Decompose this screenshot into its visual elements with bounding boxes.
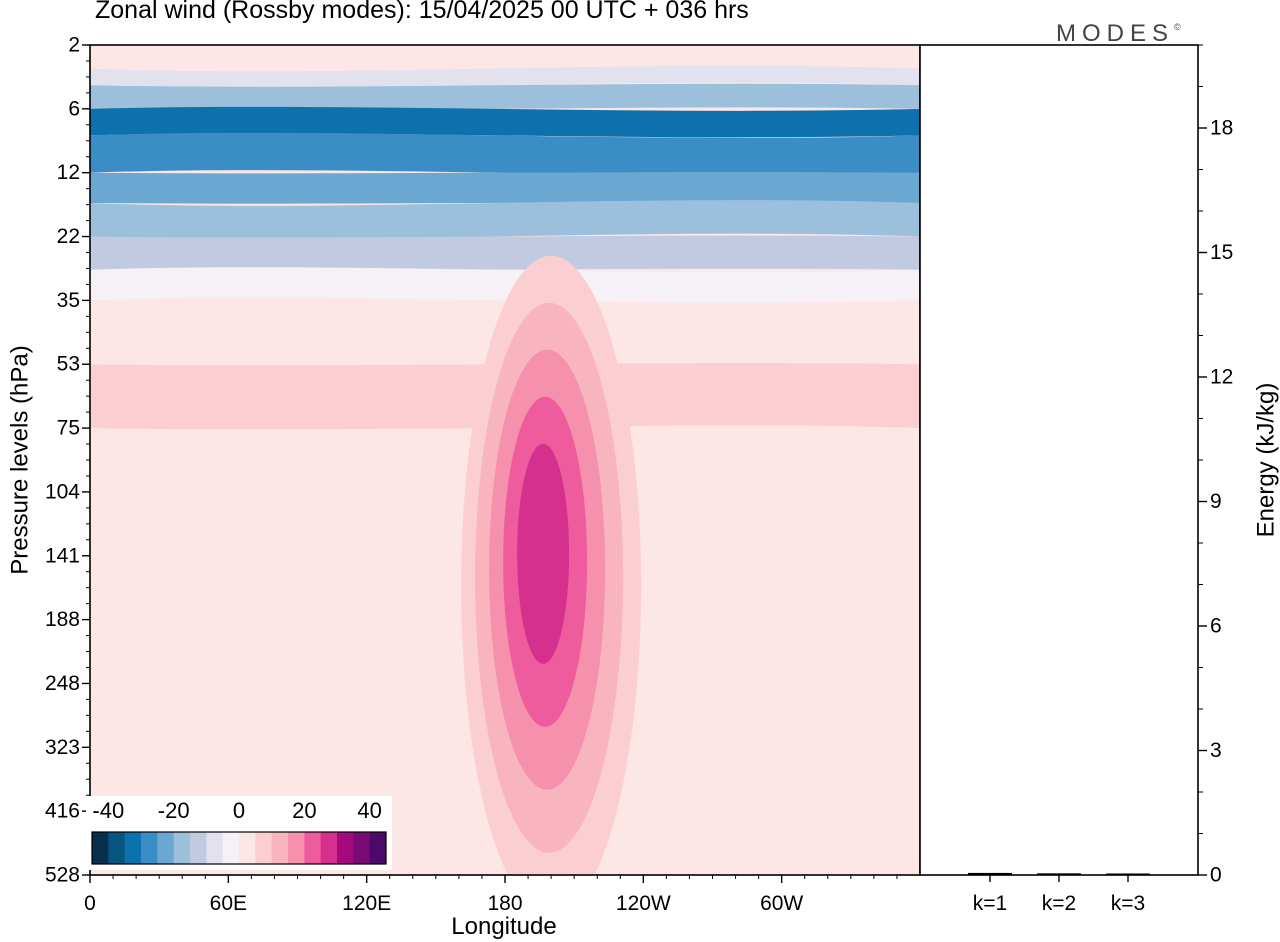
y-tick-label: 75 [57,417,80,440]
colorbar-swatch [92,832,109,864]
energy-bar [968,872,1012,875]
y-tick-label: 2 [68,34,80,57]
y-tick-label: 323 [45,736,80,759]
colorbar-swatch [288,832,305,864]
y-tick-label: 22 [57,225,80,248]
y-tick-label: 528 [45,864,80,887]
field-band [90,172,920,204]
colorbar-swatch [108,832,126,864]
energy-category-label: k=2 [1042,892,1076,915]
colorbar-swatch [304,832,322,864]
energy-tick-label: 18 [1210,117,1233,140]
energy-bar [1106,873,1150,875]
contour-plot [90,45,920,875]
x-tick-label: 60E [210,892,247,915]
y-tick-label: 12 [57,161,80,184]
longitude-axis: 0 60E 120E 180 120W 60W [84,875,898,915]
field-band [90,45,920,69]
energy-tick-label: 0 [1210,864,1222,887]
energy-category-label: k=3 [1111,892,1145,915]
energy-tick-label: 12 [1210,366,1233,389]
logo-registered-mark: © [1174,22,1181,32]
colorbar-swatch [255,832,273,864]
pressure-axis: 2 6 12 22 35 53 75 104 141 188 248 323 416 528 [45,34,90,887]
y-tick-label: 6 [68,97,80,120]
field-band [90,267,920,303]
x-tick-label: 120W [616,892,671,915]
colorbar-swatch [124,832,142,864]
field-band [90,235,920,271]
x-tick-label: 180 [487,892,522,915]
colorbar-legend: -40 -20 0 20 40 [86,796,392,870]
energy-axis-label: Energy (kJ/kg) [1253,383,1280,538]
colorbar-swatch [353,832,371,864]
energy-tick-label: 6 [1210,615,1222,638]
y-tick-label: 188 [45,608,80,631]
x-tick-label: 0 [84,892,96,915]
energy-tick-label: 3 [1210,739,1222,762]
field-band [90,200,920,240]
colorbar-tick-label: -40 [92,798,124,823]
field-band [90,65,920,89]
energy-bars: k=1 k=2 k=3 [968,872,1150,915]
y-tick-label: 104 [45,480,80,503]
colorbar-swatch [239,832,256,864]
colorbar-swatch [369,832,387,864]
y-tick-label: 248 [45,672,80,695]
logo-text: MODES [1056,20,1175,47]
y-tick-label: 35 [57,289,80,312]
energy-axis: 0 3 6 9 12 15 18 [1198,44,1233,887]
x-tick-label: 120E [342,892,391,915]
field-band [90,83,920,111]
energy-tick-label: 15 [1210,241,1233,264]
colorbar-swatch [190,832,207,864]
energy-tick-label: 9 [1210,490,1222,513]
colorbar-swatch [206,832,224,864]
jet-contour [517,443,570,664]
colorbar-swatch [222,832,240,864]
energy-bar [1037,873,1081,875]
colorbar-swatch [173,832,191,864]
colorbar-swatch [271,832,289,864]
field-band [90,132,920,176]
modes-logo: MODES© [1056,20,1181,48]
y-tick-label: 416 [45,800,80,823]
energy-panel-frame [919,44,1199,876]
energy-category-label: k=1 [973,892,1007,915]
colorbar-swatch [320,832,338,864]
colorbar-frame [91,831,387,865]
colorbar-swatch [141,832,158,864]
colorbar-tick-label: 40 [357,798,381,823]
colorbar-tick-label: 20 [292,798,316,823]
y-tick-label: 141 [45,544,80,567]
x-tick-label: 60W [760,892,803,915]
colorbar-tick-label: 0 [233,798,245,823]
colorbar-swatch [157,832,175,864]
y-axis-label: Pressure levels (hPa) [7,345,34,574]
field-band [90,106,920,138]
y-tick-label: 53 [57,353,80,376]
x-axis-label: Longitude [451,913,556,940]
colorbar-tick-label: -20 [158,798,190,823]
chart-title: Zonal wind (Rossby modes): 15/04/2025 00… [95,0,749,24]
colorbar-swatch [337,832,354,864]
